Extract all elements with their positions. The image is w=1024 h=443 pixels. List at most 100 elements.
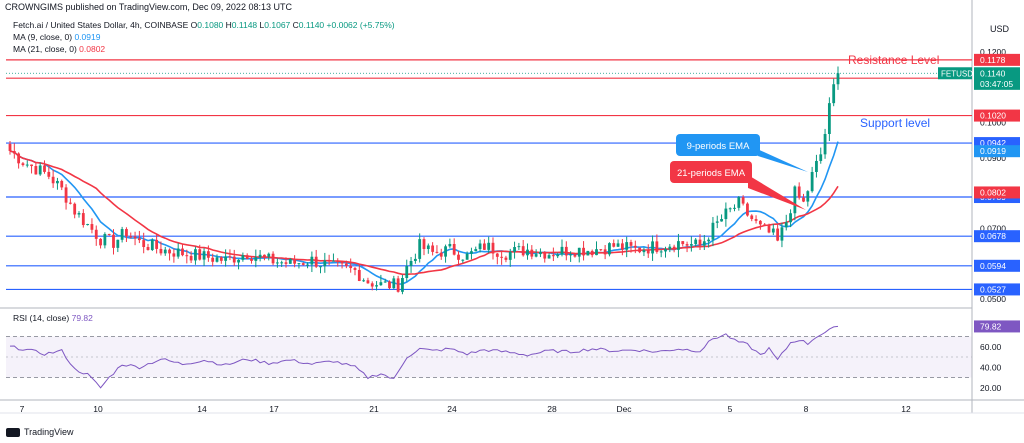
footer-brand[interactable]: TradingView: [6, 427, 74, 437]
candle-body: [728, 208, 732, 210]
time-tick-label: 12: [901, 404, 911, 414]
candle-body: [672, 246, 676, 250]
candle-body: [551, 255, 555, 257]
candle-body: [827, 103, 831, 135]
rsi-tick-label: 60.00: [980, 342, 1002, 352]
candle-body: [724, 208, 728, 220]
candle-body: [810, 171, 814, 192]
candle-body: [629, 242, 633, 246]
price-tick-label: 0.1000: [980, 118, 1006, 128]
candle-body: [319, 266, 322, 268]
candle-body: [60, 180, 64, 188]
price-axis[interactable]: USD 0.1200 0.1000 0.0900 0.0700 0.0500 0.1178 0…: [938, 24, 1020, 393]
rsi-marker-tag: [974, 320, 1020, 333]
candle-body: [746, 203, 749, 216]
ema9-callout-box: [676, 134, 760, 156]
candle-body: [189, 255, 193, 261]
candle-body: [388, 281, 391, 289]
close-value: 0.1140: [298, 20, 325, 30]
level-lines-group: [6, 59, 972, 291]
candle-body: [608, 243, 611, 255]
candle-body: [819, 154, 823, 161]
open-value: 0.1080: [197, 20, 224, 30]
time-tick-label: 28: [547, 404, 557, 414]
candle-body: [211, 257, 215, 262]
candle-body: [241, 255, 245, 260]
candle-body: [81, 213, 85, 226]
rsi-band-group: [6, 336, 972, 378]
rsi-legend[interactable]: RSI (14, close) 79.82: [13, 313, 93, 323]
ma9-legend[interactable]: MA (9, close, 0) 0.0919: [13, 32, 100, 42]
candle-body: [353, 268, 357, 270]
symbol-name[interactable]: Fetch.ai / United States Dollar, 4h, COI…: [13, 20, 189, 30]
candle-body: [638, 247, 642, 253]
candle-body: [689, 244, 693, 246]
change-value: +0.0062 (+5.75%): [326, 20, 395, 30]
candle-body: [806, 191, 810, 202]
level-price-text: 0.0527: [980, 284, 1006, 294]
candle-body: [137, 238, 141, 241]
candle-body: [51, 176, 55, 184]
low-value: 0.1067: [264, 20, 291, 30]
time-axis[interactable]: 7 10 14 17 21 24 28 Dec 5 8 12: [20, 404, 911, 414]
candle-body: [228, 256, 232, 258]
candle-body: [47, 171, 51, 177]
candle-body: [715, 221, 719, 223]
ma21-legend[interactable]: MA (21, close, 0) 0.0802: [13, 44, 105, 54]
candle-body: [573, 254, 577, 257]
candle-body: [202, 251, 206, 260]
candle-body: [599, 249, 603, 251]
time-tick-label: 14: [197, 404, 207, 414]
candle-body: [293, 258, 297, 264]
candle-body: [327, 260, 331, 262]
support-annotation: Support level: [860, 116, 930, 130]
candle-body: [655, 241, 659, 252]
candle-body: [543, 251, 547, 259]
tradingview-logo-icon: [6, 427, 20, 437]
publisher-line: CROWNGIMS published on TradingView.com, …: [5, 2, 292, 12]
candle-body: [642, 250, 646, 253]
candle-body: [38, 165, 42, 175]
candle-body: [758, 220, 762, 225]
candle-body: [754, 219, 758, 221]
candle-body: [142, 240, 146, 248]
time-tick-label: 8: [804, 404, 809, 414]
candle-body: [685, 244, 689, 246]
price-label-tag: [974, 186, 1020, 199]
candle-body: [664, 249, 667, 252]
candle-body: [711, 222, 715, 240]
candle-body: [116, 239, 120, 248]
candle-body: [461, 259, 465, 261]
candle-body: [625, 242, 629, 250]
candle-body: [168, 249, 171, 254]
candle-body: [517, 246, 521, 248]
candle-body: [500, 256, 504, 258]
candle-body: [21, 163, 25, 166]
time-tick-label: 7: [20, 404, 25, 414]
candle-body: [112, 234, 115, 248]
candle-body: [802, 197, 805, 202]
candle-body: [349, 265, 353, 269]
candle-body: [125, 229, 128, 237]
candle-body: [56, 180, 59, 184]
brand-name: TradingView: [24, 427, 74, 437]
level-price-tag: [974, 283, 1020, 296]
candle-body: [163, 249, 167, 254]
candle-body: [582, 247, 585, 256]
candle-body: [271, 253, 275, 264]
candle-body: [603, 249, 607, 255]
candle-body: [94, 229, 98, 239]
candle-body: [569, 254, 573, 256]
candle-body: [25, 164, 29, 166]
candle-body: [366, 280, 370, 284]
candle-body: [435, 251, 439, 253]
candle-body: [129, 236, 133, 238]
grid-group: [0, 0, 1024, 414]
level-price-tag: [974, 109, 1020, 122]
candle-body: [8, 143, 12, 151]
candle-body: [198, 249, 202, 260]
candle-body: [763, 224, 767, 226]
candle-body: [267, 253, 271, 257]
level-price-tag: [974, 230, 1020, 243]
